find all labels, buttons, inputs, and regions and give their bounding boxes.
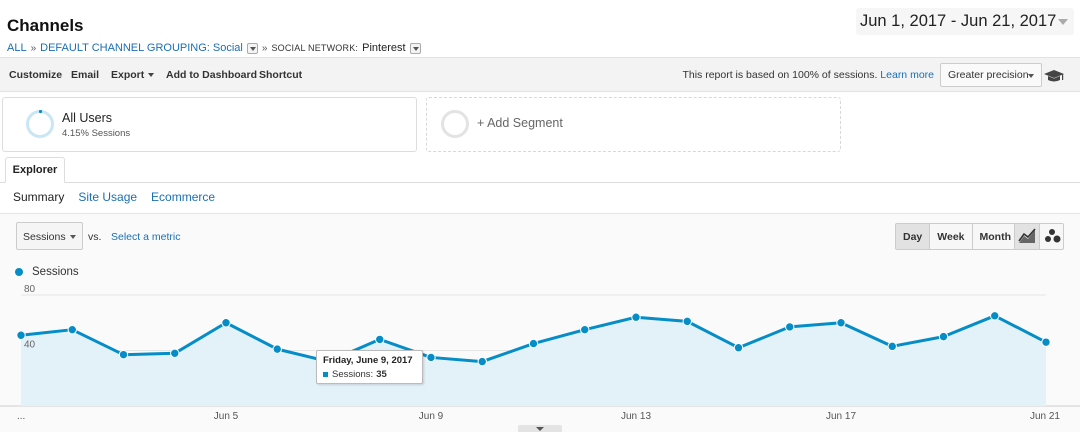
metric-select-value: Sessions [23,231,66,243]
legend-swatch [15,268,23,276]
segment-name: All Users [62,111,113,125]
date-range-text: Jun 1, 2017 - Jun 21, 2017 [860,12,1057,30]
month-button[interactable]: Month [971,224,1019,249]
segment-ring-icon [26,110,54,138]
date-range-picker[interactable]: Jun 1, 2017 - Jun 21, 2017 [856,8,1074,35]
chevron-down-icon [148,73,155,78]
add-segment-label: + Add Segment [477,116,563,130]
granularity-toggle: Day Week Month [895,223,1020,250]
chart-tooltip: Friday, June 9, 2017 Sessions: 35 [316,350,423,384]
precision-value: Greater precision [948,69,1029,81]
y-tick-label: 40 [24,340,36,351]
customize-button[interactable]: Customize [9,69,63,81]
motion-chart-button[interactable] [1040,224,1065,249]
sessions-chart: 80 40... Jun 5 Jun 9 Jun 13 Jun 17 Jun 21 [0,285,1080,432]
tab-divider [0,182,1080,183]
y-tick-label: 80 [24,285,36,295]
x-tick-label: Jun 13 [621,411,651,422]
data-point [272,344,282,354]
breadcrumb-network-value: Pinterest [362,42,406,54]
data-point [375,334,385,345]
data-point [733,343,744,353]
tooltip-date: Friday, June 9, 2017 [323,355,413,366]
report-toolbar: Customize Email Export Add to Dashboard … [0,57,1080,92]
tooltip-label: Sessions: [332,369,374,380]
grouping-dropdown-icon[interactable] [246,42,258,54]
subtab-site-usage[interactable]: Site Usage [78,190,138,204]
data-point [170,348,180,358]
segment-sessions-share: 4.15% Sessions [62,128,131,139]
metric-select[interactable]: Sessions [16,222,83,250]
explorer-subtabs: Summary Site Usage Ecommerce [13,190,215,204]
breadcrumb-separator: » [261,42,268,54]
chevron-down-icon [1058,19,1068,25]
chart-expand-handle[interactable] [518,425,562,432]
export-button[interactable]: Export [111,69,155,81]
line-chart-icon [1018,228,1036,243]
data-point [990,311,1000,321]
data-point [528,338,539,349]
segment-all-users[interactable]: All Users 4.15% Sessions [2,97,417,152]
email-button[interactable]: Email [71,69,100,81]
x-tick-label: Jun 9 [419,411,444,422]
precision-select[interactable]: Greater precision [940,63,1042,87]
tooltip-row: Sessions: 35 [323,369,416,380]
bubble-chart-icon [1045,229,1061,243]
tab-explorer[interactable]: Explorer [5,157,65,183]
breadcrumb-network-label: SOCIAL NETWORK: [271,43,359,53]
chart-type-toggle [1014,223,1064,250]
data-point [426,352,436,363]
legend-label: Sessions [32,266,79,278]
sessions-chart-svg: 80 40... Jun 5 Jun 9 Jun 13 Jun 17 Jun 21 [0,285,1080,422]
subtab-ecommerce[interactable]: Ecommerce [151,190,216,204]
data-point [631,312,641,322]
x-tick-label: Jun 21 [1030,411,1060,422]
add-to-dashboard-button[interactable]: Add to Dashboard [166,69,257,81]
breadcrumb-separator: » [30,42,37,54]
data-point [1041,337,1051,347]
data-point [67,324,77,335]
network-dropdown-icon[interactable] [409,42,421,54]
add-segment-button[interactable]: + Add Segment [426,97,841,152]
segment-ring-icon [441,110,469,138]
x-tick-label: Jun 17 [826,411,856,422]
graduation-cap-icon[interactable] [1044,68,1064,84]
data-point [580,324,590,335]
export-label: Export [111,69,145,81]
x-tick-label: Jun 5 [214,411,239,422]
tooltip-value: 35 [376,369,387,380]
data-point [785,322,795,332]
chart-legend: Sessions [15,266,79,278]
x-tick-label: ... [17,411,25,422]
data-point [682,316,692,327]
chevron-down-icon [1028,74,1034,78]
sampling-note: This report is based on 100% of sessions… [682,69,934,81]
series-area [21,315,1046,406]
breadcrumb-all-link[interactable]: ALL [7,42,27,54]
learn-more-link[interactable]: Learn more [880,69,934,81]
page-title: Channels [7,16,84,35]
data-point [836,318,846,328]
data-point [477,356,487,367]
data-point [16,330,26,340]
sampling-note-text: This report is based on 100% of sessions… [682,69,878,81]
tooltip-swatch [323,372,328,377]
vs-label: vs. [88,231,102,243]
shortcut-button[interactable]: Shortcut [259,69,303,81]
select-metric-link[interactable]: Select a metric [111,231,181,243]
data-point [221,318,231,328]
day-button[interactable]: Day [896,224,930,249]
breadcrumb-grouping-link[interactable]: DEFAULT CHANNEL GROUPING: Social [40,42,243,54]
data-point [118,349,129,360]
data-point [938,331,949,342]
data-point [887,341,897,352]
subtab-summary[interactable]: Summary [13,190,65,204]
chevron-down-icon [70,235,76,239]
week-button[interactable]: Week [929,224,971,249]
breadcrumb: ALL » DEFAULT CHANNEL GROUPING: Social »… [7,42,421,54]
line-chart-button[interactable] [1015,224,1040,249]
